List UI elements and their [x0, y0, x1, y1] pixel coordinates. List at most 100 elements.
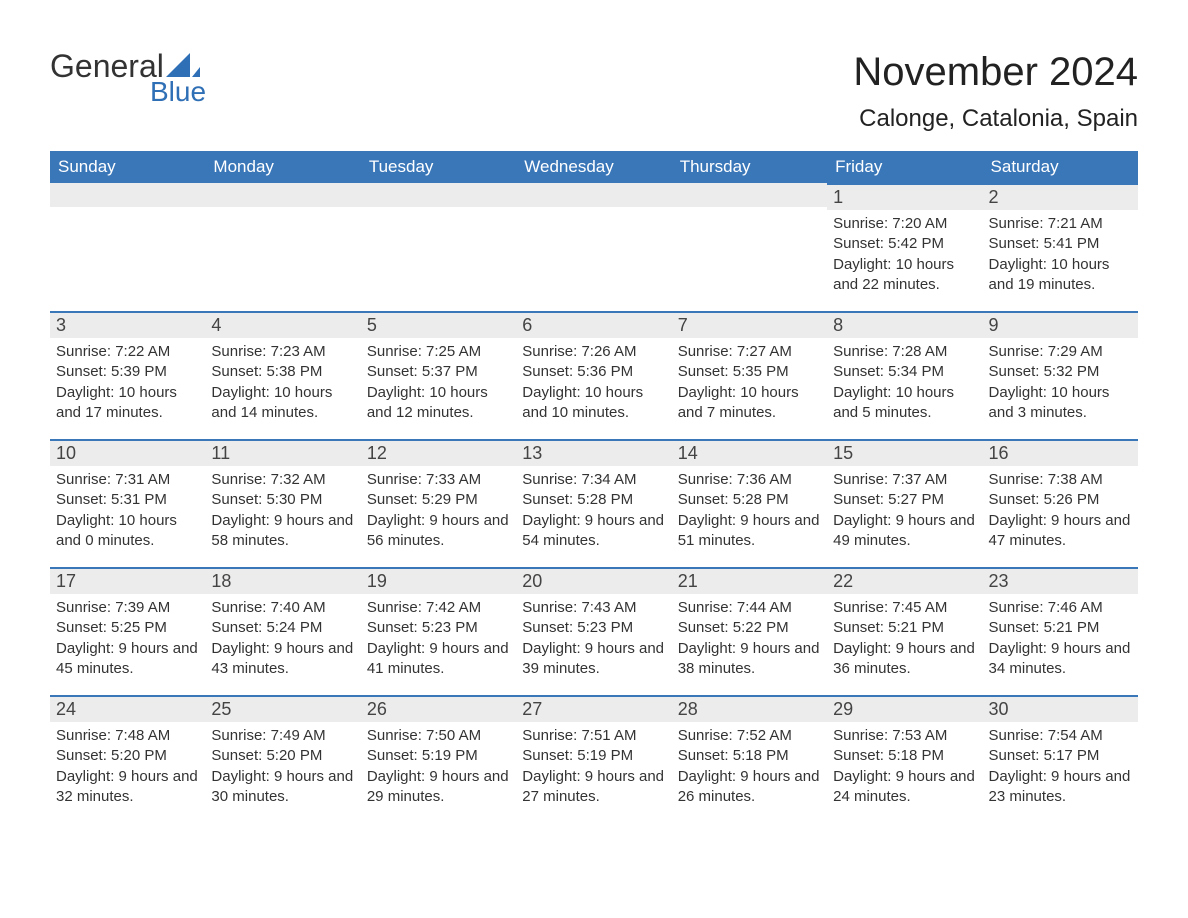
calendar-cell: 22Sunrise: 7:45 AMSunset: 5:21 PMDayligh… [827, 567, 982, 695]
empty-day [516, 183, 671, 207]
sunset-text: Sunset: 5:34 PM [833, 362, 976, 382]
daylight-text: Daylight: 9 hours and 38 minutes. [678, 639, 821, 680]
day-number: 3 [50, 313, 205, 338]
day-details: Sunrise: 7:38 AMSunset: 5:26 PMDaylight:… [983, 466, 1138, 555]
calendar-cell: 16Sunrise: 7:38 AMSunset: 5:26 PMDayligh… [983, 439, 1138, 567]
day-header: Friday [827, 151, 982, 183]
day-number: 6 [516, 313, 671, 338]
day-details: Sunrise: 7:36 AMSunset: 5:28 PMDaylight:… [672, 466, 827, 555]
calendar-cell: 10Sunrise: 7:31 AMSunset: 5:31 PMDayligh… [50, 439, 205, 567]
day-details: Sunrise: 7:21 AMSunset: 5:41 PMDaylight:… [983, 210, 1138, 299]
sunset-text: Sunset: 5:42 PM [833, 234, 976, 254]
sunset-text: Sunset: 5:38 PM [211, 362, 354, 382]
sunset-text: Sunset: 5:39 PM [56, 362, 199, 382]
day-details: Sunrise: 7:43 AMSunset: 5:23 PMDaylight:… [516, 594, 671, 683]
day-details: Sunrise: 7:42 AMSunset: 5:23 PMDaylight:… [361, 594, 516, 683]
empty-day [205, 183, 360, 207]
sunrise-text: Sunrise: 7:52 AM [678, 726, 821, 746]
sunrise-text: Sunrise: 7:45 AM [833, 598, 976, 618]
daylight-text: Daylight: 9 hours and 54 minutes. [522, 511, 665, 552]
calendar-cell: 21Sunrise: 7:44 AMSunset: 5:22 PMDayligh… [672, 567, 827, 695]
calendar-cell [361, 183, 516, 311]
daylight-text: Daylight: 9 hours and 41 minutes. [367, 639, 510, 680]
sunrise-text: Sunrise: 7:32 AM [211, 470, 354, 490]
calendar-cell: 27Sunrise: 7:51 AMSunset: 5:19 PMDayligh… [516, 695, 671, 823]
calendar-week: 10Sunrise: 7:31 AMSunset: 5:31 PMDayligh… [50, 439, 1138, 567]
sunset-text: Sunset: 5:32 PM [989, 362, 1132, 382]
calendar-cell: 29Sunrise: 7:53 AMSunset: 5:18 PMDayligh… [827, 695, 982, 823]
sunset-text: Sunset: 5:18 PM [678, 746, 821, 766]
calendar-cell: 18Sunrise: 7:40 AMSunset: 5:24 PMDayligh… [205, 567, 360, 695]
day-details: Sunrise: 7:25 AMSunset: 5:37 PMDaylight:… [361, 338, 516, 427]
day-number: 14 [672, 441, 827, 466]
day-details: Sunrise: 7:51 AMSunset: 5:19 PMDaylight:… [516, 722, 671, 811]
day-number: 5 [361, 313, 516, 338]
daylight-text: Daylight: 9 hours and 29 minutes. [367, 767, 510, 808]
month-title: November 2024 [853, 50, 1138, 95]
logo-text-top: General [50, 50, 164, 82]
sunrise-text: Sunrise: 7:31 AM [56, 470, 199, 490]
day-number: 29 [827, 697, 982, 722]
day-details: Sunrise: 7:31 AMSunset: 5:31 PMDaylight:… [50, 466, 205, 555]
daylight-text: Daylight: 9 hours and 58 minutes. [211, 511, 354, 552]
empty-day [672, 183, 827, 207]
day-details: Sunrise: 7:45 AMSunset: 5:21 PMDaylight:… [827, 594, 982, 683]
sunrise-text: Sunrise: 7:46 AM [989, 598, 1132, 618]
day-header: Tuesday [361, 151, 516, 183]
calendar-cell [672, 183, 827, 311]
sunset-text: Sunset: 5:23 PM [367, 618, 510, 638]
calendar-week: 1Sunrise: 7:20 AMSunset: 5:42 PMDaylight… [50, 183, 1138, 311]
sunset-text: Sunset: 5:21 PM [833, 618, 976, 638]
calendar-header-row: SundayMondayTuesdayWednesdayThursdayFrid… [50, 151, 1138, 183]
calendar-cell: 2Sunrise: 7:21 AMSunset: 5:41 PMDaylight… [983, 183, 1138, 311]
day-details: Sunrise: 7:49 AMSunset: 5:20 PMDaylight:… [205, 722, 360, 811]
day-details: Sunrise: 7:29 AMSunset: 5:32 PMDaylight:… [983, 338, 1138, 427]
sunset-text: Sunset: 5:20 PM [56, 746, 199, 766]
sunrise-text: Sunrise: 7:26 AM [522, 342, 665, 362]
calendar-cell: 4Sunrise: 7:23 AMSunset: 5:38 PMDaylight… [205, 311, 360, 439]
sunrise-text: Sunrise: 7:34 AM [522, 470, 665, 490]
day-details: Sunrise: 7:52 AMSunset: 5:18 PMDaylight:… [672, 722, 827, 811]
calendar-cell: 25Sunrise: 7:49 AMSunset: 5:20 PMDayligh… [205, 695, 360, 823]
day-number: 25 [205, 697, 360, 722]
daylight-text: Daylight: 10 hours and 5 minutes. [833, 383, 976, 424]
calendar-cell: 13Sunrise: 7:34 AMSunset: 5:28 PMDayligh… [516, 439, 671, 567]
sunrise-text: Sunrise: 7:29 AM [989, 342, 1132, 362]
calendar-cell: 15Sunrise: 7:37 AMSunset: 5:27 PMDayligh… [827, 439, 982, 567]
day-number: 22 [827, 569, 982, 594]
daylight-text: Daylight: 9 hours and 26 minutes. [678, 767, 821, 808]
day-header: Thursday [672, 151, 827, 183]
sunset-text: Sunset: 5:21 PM [989, 618, 1132, 638]
day-number: 8 [827, 313, 982, 338]
day-details: Sunrise: 7:40 AMSunset: 5:24 PMDaylight:… [205, 594, 360, 683]
sunrise-text: Sunrise: 7:53 AM [833, 726, 976, 746]
sunrise-text: Sunrise: 7:40 AM [211, 598, 354, 618]
sunrise-text: Sunrise: 7:21 AM [989, 214, 1132, 234]
sunrise-text: Sunrise: 7:37 AM [833, 470, 976, 490]
calendar-cell: 11Sunrise: 7:32 AMSunset: 5:30 PMDayligh… [205, 439, 360, 567]
day-details: Sunrise: 7:50 AMSunset: 5:19 PMDaylight:… [361, 722, 516, 811]
sunset-text: Sunset: 5:24 PM [211, 618, 354, 638]
daylight-text: Daylight: 9 hours and 27 minutes. [522, 767, 665, 808]
daylight-text: Daylight: 9 hours and 49 minutes. [833, 511, 976, 552]
day-details: Sunrise: 7:53 AMSunset: 5:18 PMDaylight:… [827, 722, 982, 811]
day-details: Sunrise: 7:22 AMSunset: 5:39 PMDaylight:… [50, 338, 205, 427]
sunset-text: Sunset: 5:19 PM [367, 746, 510, 766]
sunset-text: Sunset: 5:30 PM [211, 490, 354, 510]
empty-day [361, 183, 516, 207]
sunrise-text: Sunrise: 7:51 AM [522, 726, 665, 746]
day-number: 23 [983, 569, 1138, 594]
daylight-text: Daylight: 9 hours and 47 minutes. [989, 511, 1132, 552]
day-number: 4 [205, 313, 360, 338]
day-number: 16 [983, 441, 1138, 466]
daylight-text: Daylight: 9 hours and 24 minutes. [833, 767, 976, 808]
day-details: Sunrise: 7:32 AMSunset: 5:30 PMDaylight:… [205, 466, 360, 555]
sunset-text: Sunset: 5:26 PM [989, 490, 1132, 510]
daylight-text: Daylight: 10 hours and 22 minutes. [833, 255, 976, 296]
day-number: 26 [361, 697, 516, 722]
day-number: 20 [516, 569, 671, 594]
empty-day [50, 183, 205, 207]
sunset-text: Sunset: 5:19 PM [522, 746, 665, 766]
day-details: Sunrise: 7:28 AMSunset: 5:34 PMDaylight:… [827, 338, 982, 427]
sunrise-text: Sunrise: 7:33 AM [367, 470, 510, 490]
